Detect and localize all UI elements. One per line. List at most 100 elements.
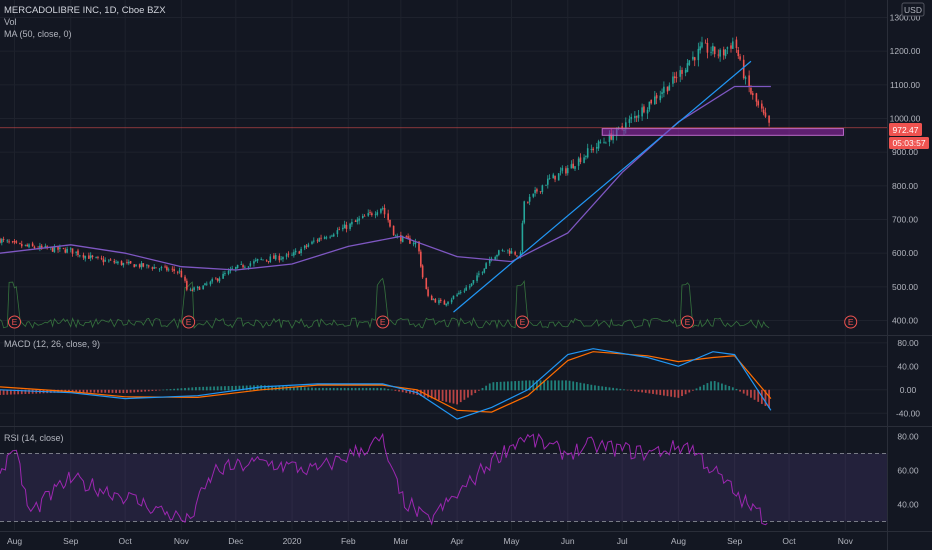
candle[interactable] [222,271,224,279]
candle[interactable] [661,88,663,99]
candle[interactable] [20,240,23,249]
candle[interactable] [396,233,399,239]
candle[interactable] [421,264,424,279]
candle[interactable] [153,264,155,270]
candle[interactable] [158,267,161,272]
candle[interactable] [126,259,128,265]
candle[interactable] [445,303,448,307]
candle[interactable] [469,283,471,290]
candle[interactable] [490,256,493,262]
candle[interactable] [97,255,99,260]
candle[interactable] [24,244,27,247]
candle[interactable] [668,82,671,91]
candle[interactable] [755,92,758,107]
candle[interactable] [534,186,536,197]
candle[interactable] [84,255,87,262]
candle[interactable] [39,242,41,252]
candle[interactable] [151,266,154,271]
candle[interactable] [167,267,170,272]
candle[interactable] [147,264,150,269]
candle[interactable] [599,139,602,144]
candle[interactable] [287,251,290,258]
candle[interactable] [323,235,326,240]
candle[interactable] [6,239,9,243]
candle[interactable] [369,209,371,216]
candle[interactable] [503,250,506,252]
candle[interactable] [516,255,518,258]
candle[interactable] [521,220,524,254]
candle[interactable] [748,70,750,93]
candle[interactable] [184,274,186,283]
candle[interactable] [739,53,741,61]
candle[interactable] [269,253,272,263]
candle[interactable] [120,260,123,266]
candle[interactable] [719,48,721,62]
candle[interactable] [189,287,192,292]
candle[interactable] [142,263,145,268]
candle[interactable] [338,226,341,231]
candle[interactable] [472,279,475,285]
candle[interactable] [438,297,440,306]
candle[interactable] [722,46,725,60]
candle[interactable] [566,165,569,176]
candle[interactable] [285,252,288,260]
candle[interactable] [242,263,244,270]
candle[interactable] [663,81,665,98]
candle[interactable] [434,297,437,303]
candle[interactable] [561,165,564,174]
candle[interactable] [523,200,526,225]
candle[interactable] [11,240,14,244]
candle[interactable] [354,219,357,222]
candle[interactable] [79,254,81,258]
candle[interactable] [586,143,589,159]
candle[interactable] [532,193,535,199]
candle[interactable] [704,39,707,44]
candle[interactable] [349,222,351,231]
candle[interactable] [706,38,709,59]
candle[interactable] [0,237,1,244]
candle[interactable] [527,201,529,204]
candle[interactable] [235,266,237,272]
candle[interactable] [583,154,585,164]
candle[interactable] [31,241,34,247]
candle[interactable] [565,166,567,176]
candlestick-series[interactable] [0,36,770,307]
candle[interactable] [100,255,103,261]
candle[interactable] [459,290,462,295]
candle[interactable] [541,184,544,195]
candle[interactable] [374,211,377,219]
candle[interactable] [19,242,21,245]
candle[interactable] [109,258,112,261]
candle[interactable] [316,238,319,244]
candle[interactable] [646,107,649,120]
candle[interactable] [351,218,353,227]
candle[interactable] [331,234,333,238]
candle[interactable] [173,266,175,274]
candle[interactable] [592,146,594,153]
candle[interactable] [507,249,509,254]
candle[interactable] [412,240,415,247]
candle[interactable] [274,253,277,261]
candle[interactable] [548,174,551,180]
candle[interactable] [376,209,379,217]
candle[interactable] [539,191,542,194]
candle[interactable] [325,235,328,240]
candle[interactable] [430,294,433,301]
candle[interactable] [498,249,500,257]
candle[interactable] [113,258,116,265]
candle[interactable] [427,286,429,298]
candle[interactable] [485,261,487,269]
candle[interactable] [488,256,491,266]
candle[interactable] [536,187,538,194]
candle[interactable] [300,246,302,256]
candle[interactable] [313,237,315,244]
candle[interactable] [115,259,117,264]
candle[interactable] [572,159,574,169]
candle[interactable] [205,281,208,286]
candle[interactable] [256,258,259,263]
candle[interactable] [603,137,605,144]
candle[interactable] [51,246,54,252]
candle[interactable] [53,244,56,253]
candle[interactable] [236,264,239,269]
